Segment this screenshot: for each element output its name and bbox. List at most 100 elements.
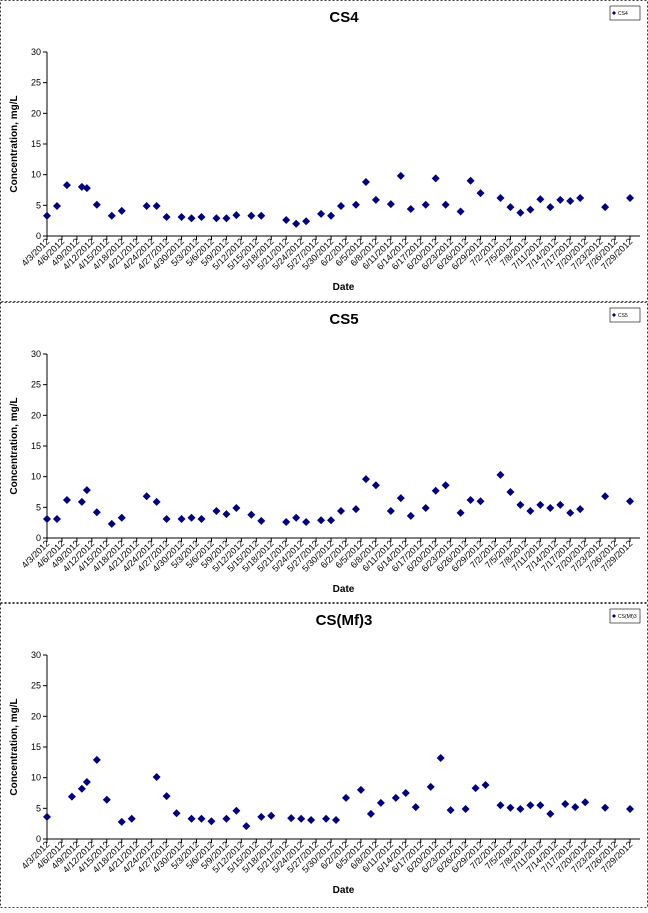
data-point <box>361 178 370 187</box>
data-point <box>526 507 535 516</box>
data-point <box>421 200 430 209</box>
data-point <box>461 804 470 813</box>
data-point <box>406 511 415 520</box>
y-tick-label: 30 <box>31 47 41 57</box>
chart-title: CS5 <box>329 311 358 328</box>
legend: CS5 <box>609 307 641 323</box>
data-point <box>142 201 151 210</box>
legend-box <box>609 307 641 323</box>
legend-marker <box>612 614 616 618</box>
data-point <box>536 500 545 509</box>
y-tick-label: 25 <box>31 380 41 390</box>
y-tick-label: 10 <box>31 472 41 482</box>
data-point <box>127 814 136 823</box>
y-tick-label: 15 <box>31 139 41 149</box>
data-point <box>341 793 350 802</box>
data-point <box>626 804 635 813</box>
data-point <box>177 514 186 523</box>
y-tick-label: 10 <box>31 773 41 783</box>
data-point <box>152 773 161 782</box>
data-point <box>282 518 291 527</box>
y-tick-label: 0 <box>36 231 41 241</box>
data-point <box>476 497 485 506</box>
x-axis-title: Date <box>333 282 355 293</box>
data-point <box>466 176 475 185</box>
data-point <box>162 514 171 523</box>
y-tick-label: 0 <box>36 834 41 844</box>
data-point <box>396 171 405 180</box>
data-point <box>52 201 61 210</box>
data-point <box>516 804 525 813</box>
legend: CS4 <box>609 5 641 21</box>
y-tick-label: 25 <box>31 78 41 88</box>
data-point <box>506 488 515 496</box>
y-tick-label: 15 <box>31 742 41 752</box>
data-point <box>506 203 515 212</box>
data-point <box>571 803 580 812</box>
data-point <box>601 492 610 501</box>
chart-title: CS4 <box>329 9 359 26</box>
data-point <box>212 214 221 223</box>
data-point <box>62 181 71 190</box>
y-tick-label: 20 <box>31 108 41 118</box>
data-point <box>516 500 525 509</box>
data-point <box>536 801 545 810</box>
data-point <box>496 801 505 810</box>
data-point <box>142 492 151 501</box>
y-tick-label: 0 <box>36 533 41 543</box>
data-point <box>82 486 91 495</box>
data-point <box>152 497 161 506</box>
data-point <box>431 174 440 183</box>
data-point <box>187 214 196 223</box>
data-point <box>162 212 171 221</box>
x-axis-title: Date <box>333 885 355 896</box>
data-point <box>197 514 206 523</box>
data-point <box>247 211 256 220</box>
data-point <box>232 211 241 220</box>
legend-label: CS5 <box>618 313 628 319</box>
data-point <box>601 803 610 812</box>
data-point <box>287 814 296 823</box>
data-point <box>456 508 465 517</box>
data-point <box>441 200 450 209</box>
data-point <box>222 814 231 823</box>
data-point <box>62 495 71 504</box>
y-tick-label: 5 <box>36 502 41 512</box>
data-point <box>476 189 485 198</box>
data-point <box>197 814 206 823</box>
data-point <box>626 193 635 202</box>
data-point <box>446 806 455 815</box>
data-point <box>561 800 570 809</box>
data-point <box>177 212 186 221</box>
data-point <box>297 814 306 823</box>
data-point <box>232 503 241 512</box>
legend-marker <box>612 11 616 15</box>
data-point <box>481 781 490 790</box>
data-point <box>526 801 535 810</box>
y-tick-label: 10 <box>31 170 41 180</box>
data-point <box>257 516 266 525</box>
y-tick-label: 20 <box>31 410 41 420</box>
data-point <box>471 784 480 793</box>
legend: CS(Mf)3 <box>609 608 641 624</box>
data-point <box>556 195 565 204</box>
y-axis-title: Concentration, mg/L <box>9 698 20 795</box>
data-point <box>102 795 111 804</box>
data-point <box>212 507 221 516</box>
data-point <box>386 507 395 516</box>
data-point <box>43 514 51 523</box>
data-point <box>247 510 256 519</box>
data-point <box>496 470 505 479</box>
data-point <box>232 806 241 815</box>
data-point <box>396 494 405 503</box>
data-point <box>421 503 430 512</box>
data-point <box>536 195 545 204</box>
data-point <box>43 211 51 220</box>
data-point <box>456 207 465 216</box>
data-point <box>356 785 365 794</box>
data-point <box>82 777 91 786</box>
data-point <box>162 792 171 801</box>
data-point <box>222 510 231 519</box>
data-point <box>351 505 360 514</box>
